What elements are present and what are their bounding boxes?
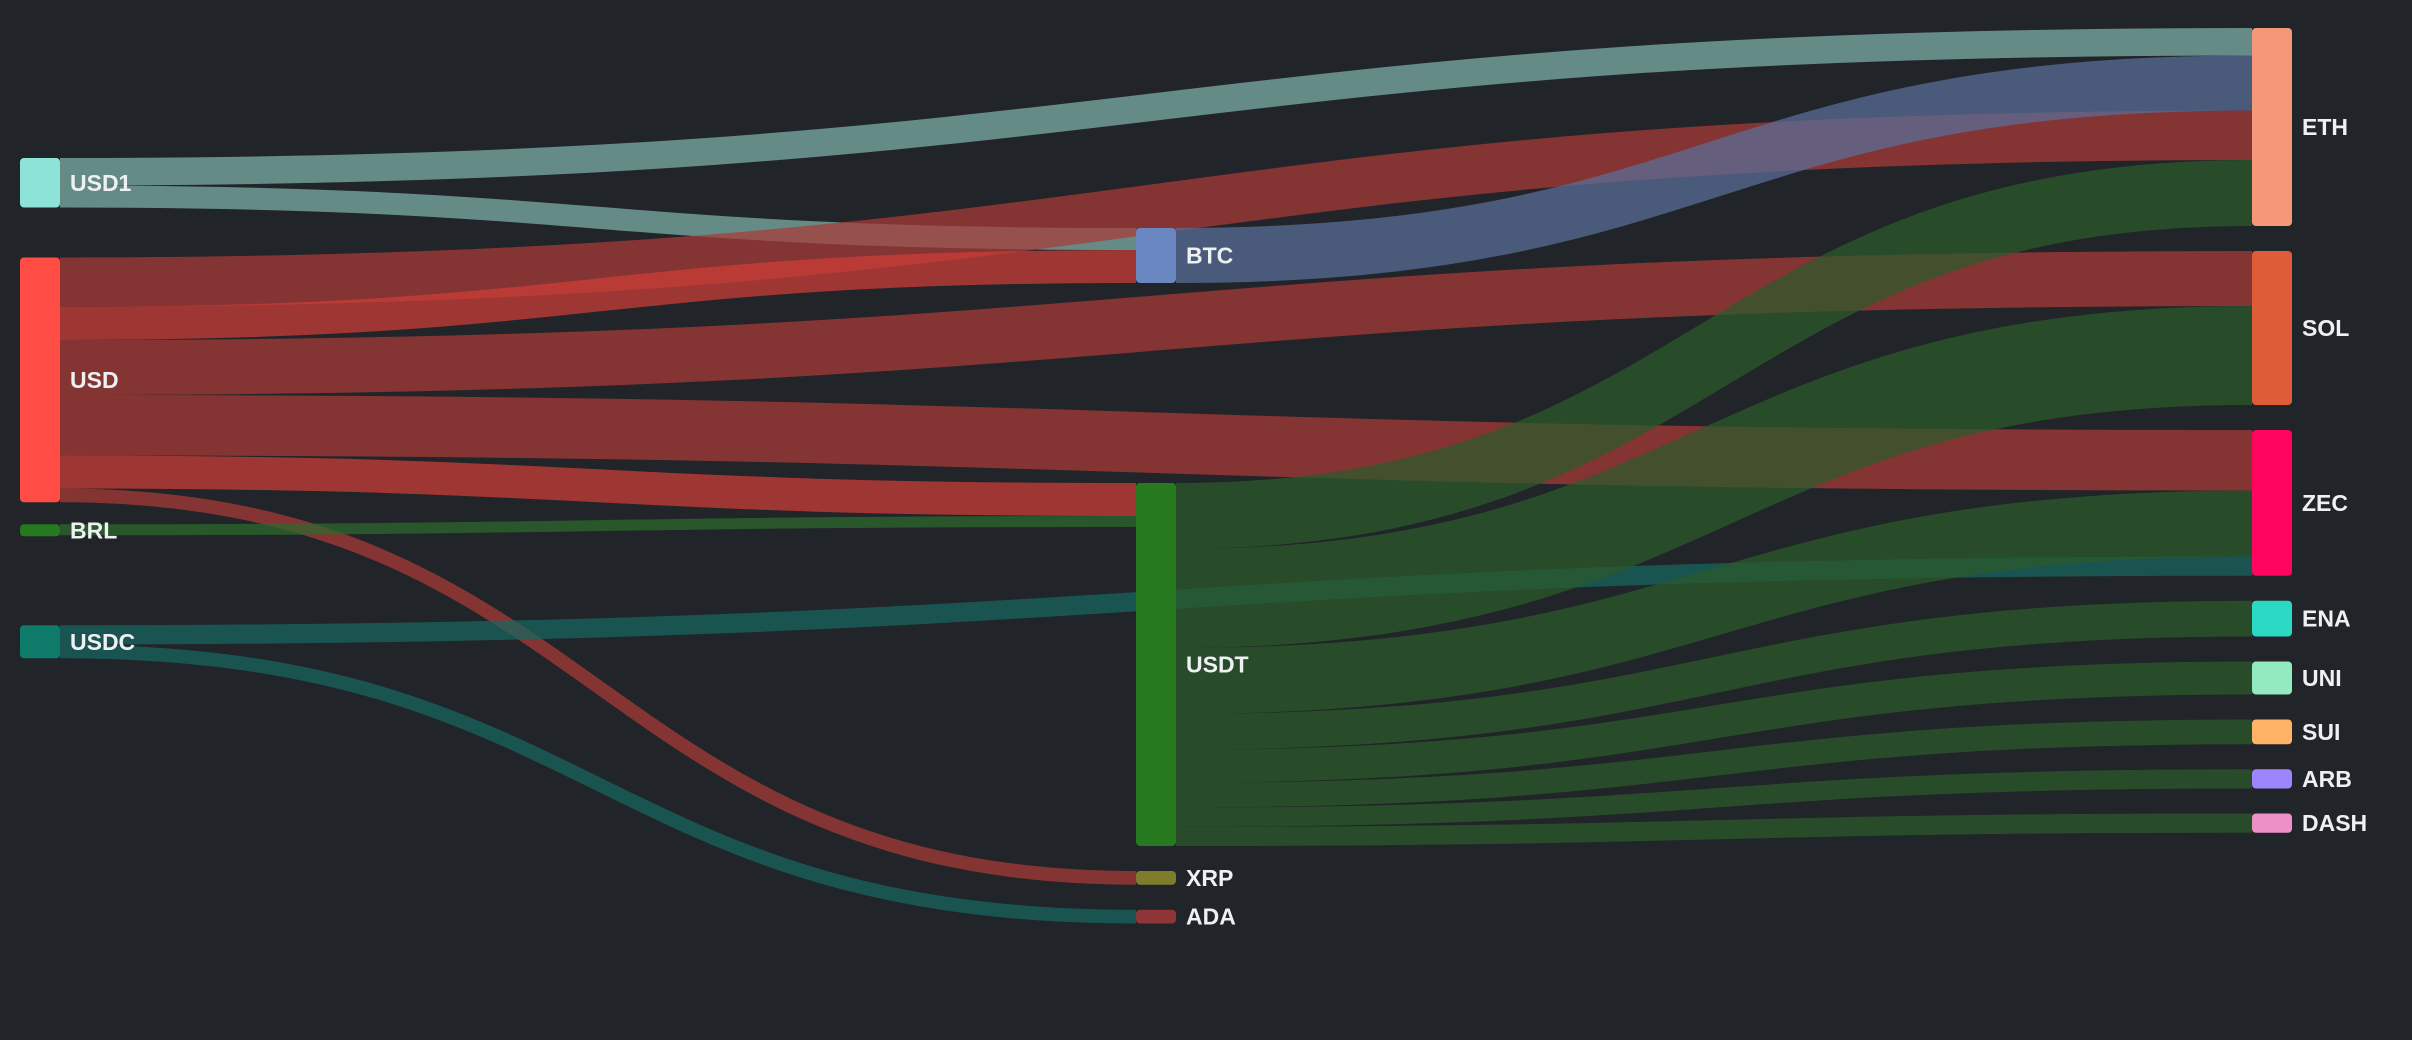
node-zec[interactable] xyxy=(2252,430,2292,576)
node-xrp[interactable] xyxy=(1136,871,1176,885)
link-usd-btc[interactable] xyxy=(59,250,1137,340)
label-eth: ETH xyxy=(2302,114,2348,140)
label-ena: ENA xyxy=(2302,606,2351,632)
link-usd-usdt[interactable] xyxy=(59,455,1137,516)
node-usd1[interactable] xyxy=(20,158,60,208)
node-brl[interactable] xyxy=(20,524,60,537)
label-arb: ARB xyxy=(2302,766,2352,792)
link-usdt-dash[interactable] xyxy=(1175,813,2253,846)
label-xrp: XRP xyxy=(1186,865,1233,891)
node-usd[interactable] xyxy=(20,257,60,503)
link-usd-xrp[interactable] xyxy=(59,488,1137,885)
link-usdt-arb[interactable] xyxy=(1175,769,2253,827)
label-dash: DASH xyxy=(2302,810,2367,836)
node-sol[interactable] xyxy=(2252,251,2292,405)
label-sol: SOL xyxy=(2302,315,2349,341)
link-brl-usdt[interactable] xyxy=(59,516,1137,536)
link-usdt-eth[interactable] xyxy=(1175,160,2253,549)
node-ada[interactable] xyxy=(1136,909,1176,924)
label-ada: ADA xyxy=(1186,904,1236,930)
label-brl: BRL xyxy=(70,517,117,543)
node-btc[interactable] xyxy=(1136,228,1176,283)
link-usdt-sol[interactable] xyxy=(1175,306,2253,648)
sankey-nodes xyxy=(20,28,2292,924)
link-usd1-eth[interactable] xyxy=(59,28,2253,186)
label-usd1: USD1 xyxy=(70,170,132,196)
link-usdt-ena[interactable] xyxy=(1175,600,2253,750)
label-btc: BTC xyxy=(1186,243,1233,269)
link-usdt-uni[interactable] xyxy=(1175,661,2253,783)
node-uni[interactable] xyxy=(2252,661,2292,695)
label-usdc: USDC xyxy=(70,629,135,655)
link-usdt-sui[interactable] xyxy=(1175,719,2253,808)
node-dash[interactable] xyxy=(2252,813,2292,833)
link-usdt-zec[interactable] xyxy=(1175,490,2253,714)
label-uni: UNI xyxy=(2302,665,2342,691)
link-usdc-ada[interactable] xyxy=(59,644,1137,924)
link-btc-eth[interactable] xyxy=(1175,55,2253,283)
label-sui: SUI xyxy=(2302,719,2340,745)
node-sui[interactable] xyxy=(2252,719,2292,745)
node-usdc[interactable] xyxy=(20,625,60,659)
label-zec: ZEC xyxy=(2302,490,2348,516)
sankey-labels: USD1 USD BRL USDC BTC USDT XRP ADA ETH SOL ZEC ENA U… xyxy=(70,114,2367,930)
node-arb[interactable] xyxy=(2252,769,2292,789)
label-usd: USD xyxy=(70,367,119,393)
node-ena[interactable] xyxy=(2252,600,2292,637)
node-eth[interactable] xyxy=(2252,28,2292,226)
node-usdt[interactable] xyxy=(1136,483,1176,846)
label-usdt: USDT xyxy=(1186,652,1249,678)
